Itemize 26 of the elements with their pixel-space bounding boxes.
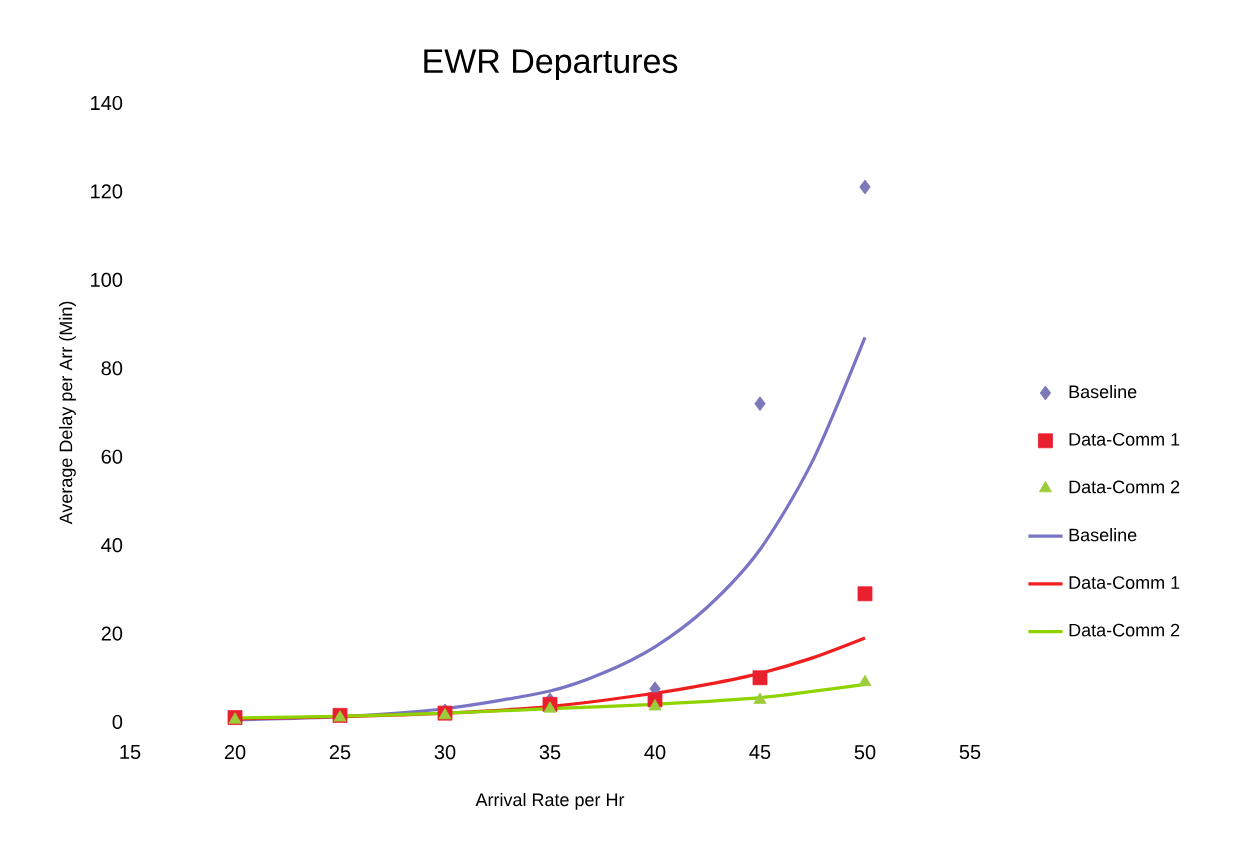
x-tick-label: 25 <box>329 745 351 760</box>
x-axis-title: Arrival Rate per Hr <box>475 792 625 810</box>
legend-label: Baseline <box>1069 384 1137 399</box>
legend-label: Data-Comm 2 <box>1069 480 1180 494</box>
y-tick-label: 20 <box>101 626 123 641</box>
y-tick-label: 120 <box>91 184 123 199</box>
x-tick-label: 15 <box>120 745 141 759</box>
x-tick-label: 35 <box>539 745 561 760</box>
legend-label: Data-Comm 2 <box>1069 623 1180 637</box>
y-tick-label: 80 <box>101 361 123 376</box>
x-tick-label: 40 <box>644 745 666 760</box>
x-tick-label: 55 <box>959 745 981 759</box>
y-axis-title: Average Delay per Arr (Min) <box>59 301 76 525</box>
y-tick-label: 40 <box>101 538 123 553</box>
y-tick-label: 100 <box>91 272 123 287</box>
x-tick-label: 30 <box>434 745 456 760</box>
legend-label: Data-Comm 1 <box>1069 576 1180 589</box>
x-tick-label: 50 <box>854 745 876 760</box>
y-tick-label: 0 <box>112 714 123 730</box>
y-tick-label: 140 <box>91 95 123 111</box>
legend-label: Baseline <box>1069 528 1137 542</box>
y-tick-label: 60 <box>101 449 123 464</box>
x-tick-label: 20 <box>224 745 246 760</box>
x-tick-label: 45 <box>749 745 771 759</box>
legend-label: Data-Comm 1 <box>1069 432 1180 446</box>
chart-title: EWR Departures <box>424 49 678 80</box>
